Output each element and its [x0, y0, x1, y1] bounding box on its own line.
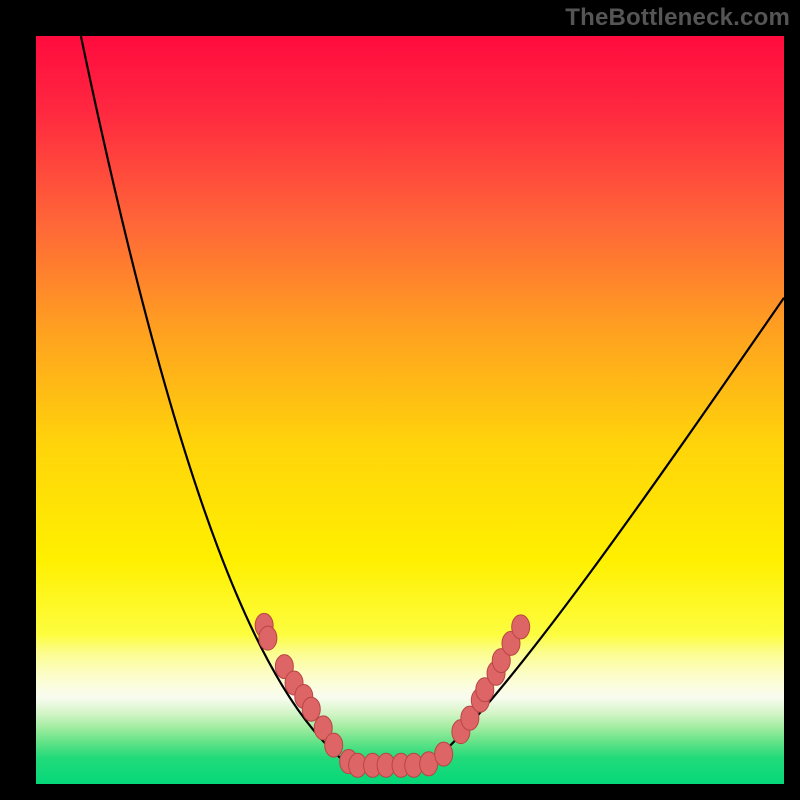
- curve-marker: [435, 742, 453, 766]
- curve-marker: [259, 626, 277, 650]
- curve-marker: [302, 697, 320, 721]
- bottleneck-curve-chart: [0, 0, 800, 800]
- gradient-background: [36, 36, 784, 784]
- curve-marker: [512, 615, 530, 639]
- watermark-text: TheBottleneck.com: [565, 4, 790, 32]
- curve-marker: [325, 733, 343, 757]
